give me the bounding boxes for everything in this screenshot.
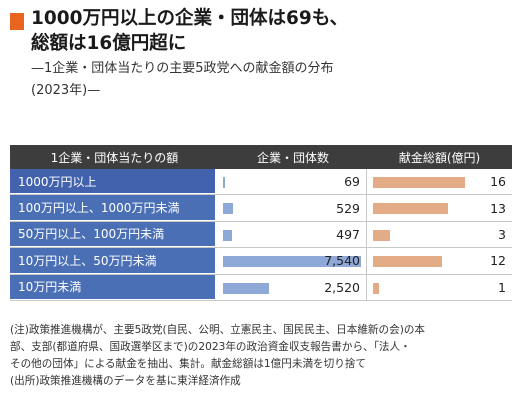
total-amount-value: 12: [490, 253, 506, 269]
org-count-bar: [223, 256, 361, 268]
org-count-bar: [223, 229, 233, 241]
total-amount-value: 13: [490, 200, 506, 216]
total-amount-cell: 16: [367, 169, 512, 194]
row-category-label: 10万円未満: [10, 274, 215, 300]
total-amount-value: 16: [490, 174, 506, 190]
header-total-amount: 献金総額(億円): [398, 150, 481, 165]
org-count-value: 69: [344, 174, 360, 190]
total-amount-value: 1: [498, 279, 506, 295]
title-line-1: 1000万円以上の企業・団体は69も、: [31, 8, 349, 29]
org-count-cell: 69: [219, 169, 367, 195]
org-count-bar: [223, 282, 270, 294]
title-block: 1000万円以上の企業・団体は69も、 総額は16億円超に —1企業・団体当たり…: [10, 6, 515, 100]
table-row: 100万円以上、1000万円未満 529 13: [10, 195, 512, 222]
total-amount-bar: [373, 177, 465, 188]
org-count-value: 7,540: [324, 253, 360, 269]
total-amount-cell: 12: [367, 248, 512, 273]
donation-table: 1企業・団体当たりの額 企業・団体数 献金総額(億円) 1000万円以上 69 16…: [10, 145, 512, 301]
total-amount-bar: [373, 203, 448, 215]
table-row: 10万円未満 2,520 1: [10, 274, 512, 301]
org-count-cell: 529: [219, 195, 367, 221]
total-amount-cell: 1: [367, 275, 512, 300]
footnotes: (注)政策推進機構が、主要5政党(自民、公明、立憲民主、国民民主、日本維新の会)…: [10, 322, 515, 390]
total-amount-bar: [373, 282, 379, 294]
header-amount-per-org: 1企業・団体当たりの額: [50, 150, 179, 165]
footnote-line: (注)政策推進機構が、主要5政党(自民、公明、立憲民主、国民民主、日本維新の会)…: [10, 324, 426, 336]
table-row: 1000万円以上 69 16: [10, 169, 512, 196]
total-amount-cell: 13: [367, 195, 512, 220]
footnote-line: その他の団体」による献金を抽出、集計。献金総額は1億円未満を切り捨て: [10, 358, 367, 370]
org-count-cell: 7,540: [219, 248, 367, 274]
total-amount-bar: [373, 229, 391, 241]
row-category-label: 100万円以上、1000万円未満: [10, 195, 215, 221]
footnote-line: 部、支部(都道府県、国政選挙区まで)の2023年の政治資金収支報告書から、「法人…: [10, 341, 411, 353]
org-count-cell: 497: [219, 221, 367, 248]
table-header: 1企業・団体当たりの額 企業・団体数 献金総額(億円): [10, 145, 512, 169]
org-count-cell: 2,520: [219, 274, 367, 300]
title-accent-square: [10, 13, 24, 30]
title-line-2: 総額は16億円超に: [31, 33, 187, 54]
subtitle-line-1: —1企業・団体当たりの主要5政党への献金額の分布: [31, 61, 334, 76]
row-category-label: 1000万円以上: [10, 169, 215, 195]
row-category-label: 10万円以上、50万円未満: [10, 248, 215, 274]
org-count-value: 497: [336, 226, 360, 242]
subtitle-line-2: (2023年)—: [31, 83, 101, 98]
org-count-bar: [223, 203, 233, 215]
total-amount-cell: 3: [367, 222, 512, 247]
org-count-value: 529: [336, 200, 360, 216]
org-count-value: 2,520: [324, 279, 360, 295]
header-org-count: 企業・団体数: [256, 150, 329, 165]
total-amount-bar: [373, 256, 442, 268]
source-line: (出所)政策推進機構のデータを基に東洋経済作成: [10, 375, 241, 387]
total-amount-value: 3: [498, 226, 506, 242]
org-count-bar: [223, 177, 225, 188]
table-row: 10万円以上、50万円未満 7,540 12: [10, 248, 512, 275]
row-category-label: 50万円以上、100万円未満: [10, 221, 215, 248]
table-body: 1000万円以上 69 16 100万円以上、1000万円未満 529 13 50万円以上、…: [10, 169, 512, 301]
table-row: 50万円以上、100万円未満 497 3: [10, 221, 512, 249]
